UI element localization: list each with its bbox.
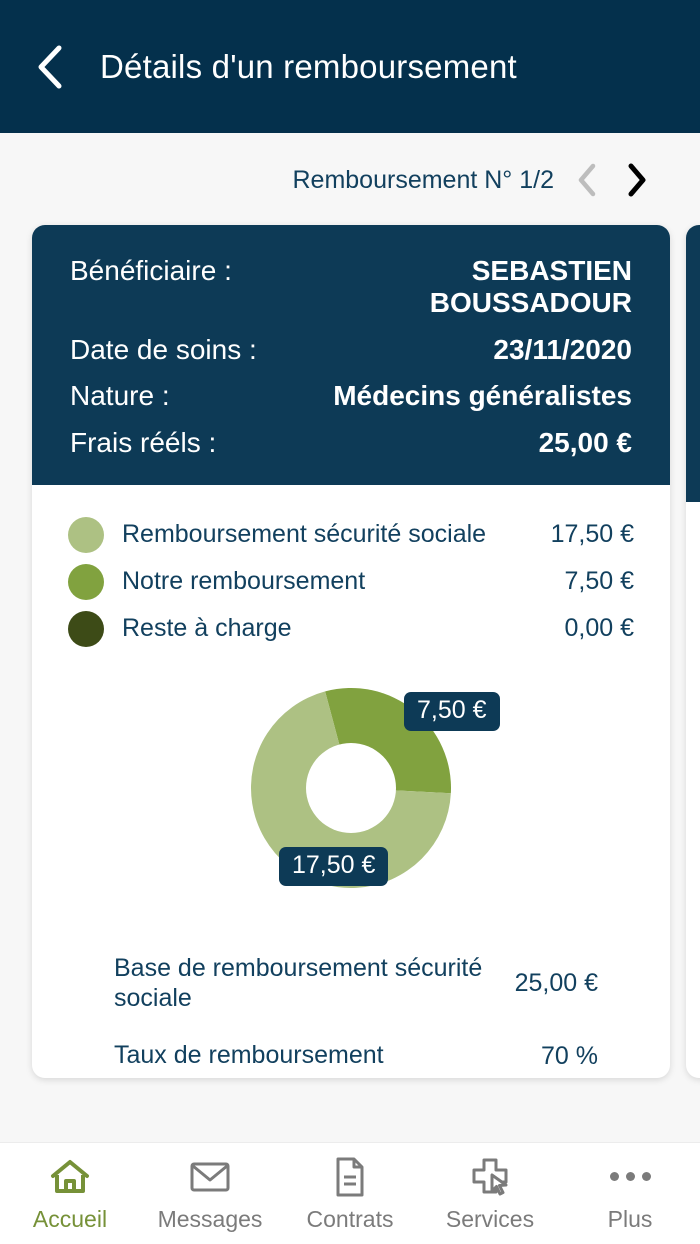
info-value: 25,00 € <box>514 969 598 998</box>
tab-messages[interactable]: Messages <box>140 1155 280 1233</box>
legend-swatch <box>68 516 104 553</box>
info-value: 70 % <box>541 1041 598 1070</box>
care-date-value: 23/11/2020 <box>493 333 632 365</box>
legend-value: 17,50 € <box>550 520 634 549</box>
pagination-next-button[interactable] <box>620 160 654 200</box>
legend-label: Remboursement sécurité sociale <box>122 520 487 549</box>
tab-label: Contrats <box>306 1205 394 1232</box>
beneficiary-label: Bénéficiaire : <box>70 255 232 286</box>
tab-accueil[interactable]: Accueil <box>0 1155 140 1233</box>
pagination-label: Remboursement N° 1/2 <box>292 165 555 194</box>
pagination-prev-button[interactable] <box>570 160 604 200</box>
tab-contrats[interactable]: Contrats <box>280 1155 420 1233</box>
chevron-left-icon <box>35 43 65 91</box>
legend-value: 7,50 € <box>564 567 634 596</box>
donut-chart: 7,50 € 17,50 € <box>68 684 634 934</box>
card-header <box>686 225 700 502</box>
actual-fees-value: 25,00 € <box>538 426 632 458</box>
info-label: Base de remboursement sécurité sociale <box>114 954 483 1012</box>
card-body: Remboursement sécurité sociale 17,50 € N… <box>32 485 670 1078</box>
legend-item-our-reimbursement: Notre remboursement 7,50 € <box>68 558 634 605</box>
actual-fees-label: Frais rééls : <box>70 426 217 458</box>
legend-item-remaining-charge: Reste à charge 0,00 € <box>68 605 634 652</box>
info-rows: Base de remboursement sécurité sociale 2… <box>68 940 634 1078</box>
envelope-icon <box>189 1155 231 1199</box>
reimbursement-card[interactable]: Bénéficiaire : SEBASTIEN BOUSSADOUR Date… <box>32 225 670 1078</box>
card-header: Bénéficiaire : SEBASTIEN BOUSSADOUR Date… <box>32 225 670 486</box>
nature-label: Nature : <box>70 380 170 412</box>
nature-value: Médecins généralistes <box>333 380 632 412</box>
legend-item-social-security: Remboursement sécurité sociale 17,50 € <box>68 511 634 558</box>
tab-label: Accueil <box>32 1205 108 1232</box>
legend-swatch <box>68 610 104 647</box>
donut-value-badge-social-security: 17,50 € <box>279 847 389 887</box>
legend-value: 0,00 € <box>564 614 634 643</box>
app-header: Détails d'un remboursement <box>0 0 700 133</box>
info-row-reimbursement-rate: Taux de remboursement 70 % <box>114 1027 598 1078</box>
info-label: Taux de remboursement <box>114 1041 384 1070</box>
card-header-row: Date de soins : 23/11/2020 <box>70 334 632 366</box>
card-header-row: Frais rééls : 25,00 € <box>70 427 632 459</box>
card-header-row: Nature : Médecins généralistes <box>70 380 632 412</box>
tab-services[interactable]: Services <box>420 1155 560 1233</box>
page-title: Détails d'un remboursement <box>100 47 517 85</box>
card-header-row: Bénéficiaire : SEBASTIEN BOUSSADOUR <box>70 255 632 320</box>
donut-value-badge-our-reimbursement: 7,50 € <box>404 692 500 732</box>
chevron-right-icon <box>626 163 648 197</box>
legend-swatch <box>68 563 104 600</box>
bottom-tab-bar: Accueil Messages Contrats <box>0 1142 700 1244</box>
tab-label: Messages <box>157 1205 263 1232</box>
chevron-left-icon <box>576 163 598 197</box>
next-reimbursement-card-peek[interactable] <box>686 225 700 1078</box>
back-button[interactable] <box>14 31 86 103</box>
pagination-control: Remboursement N° 1/2 <box>293 160 655 200</box>
home-icon <box>49 1155 91 1199</box>
info-row-reimbursement-base: Base de remboursement sécurité sociale 2… <box>114 940 598 1027</box>
donut-chart-svg <box>251 688 451 889</box>
document-icon <box>333 1155 367 1199</box>
ellipsis-icon <box>609 1155 651 1199</box>
care-date-label: Date de soins : <box>70 333 257 365</box>
medical-cross-cursor-icon <box>469 1155 511 1199</box>
legend-label: Notre remboursement <box>122 567 366 596</box>
beneficiary-value: SEBASTIEN BOUSSADOUR <box>429 255 632 319</box>
tab-plus[interactable]: Plus <box>560 1155 700 1233</box>
tab-label: Plus <box>607 1205 653 1232</box>
tab-label: Services <box>445 1205 535 1232</box>
legend-label: Reste à charge <box>122 614 292 643</box>
